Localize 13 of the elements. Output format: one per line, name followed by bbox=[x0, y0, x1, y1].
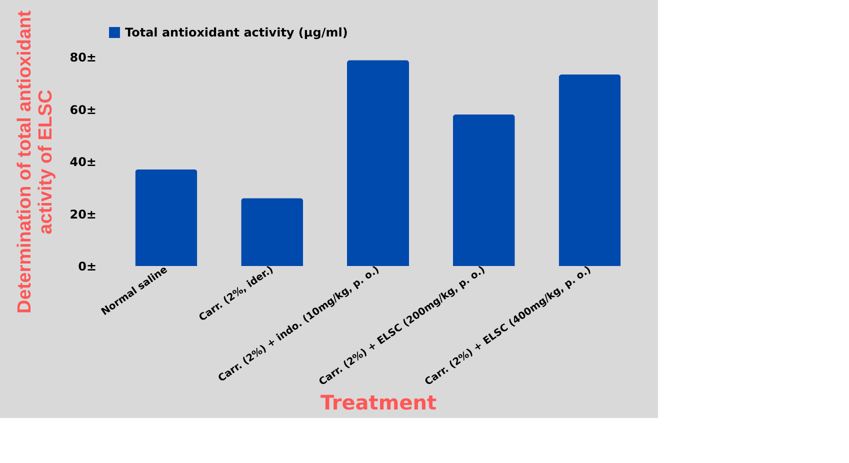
bar bbox=[558, 74, 621, 266]
bar bbox=[241, 198, 304, 266]
y-tick-label: 0± bbox=[78, 260, 96, 274]
y-axis-title: Determination of total antioxidant activity of ELSC bbox=[14, 10, 57, 314]
y-tick-label: 40± bbox=[70, 155, 96, 169]
legend-label: Total antioxidant activity (µg/ml) bbox=[125, 26, 348, 40]
bar bbox=[135, 169, 198, 266]
y-tick-label: 20± bbox=[70, 207, 96, 222]
bar bbox=[347, 60, 409, 266]
y-tick-label: 80± bbox=[70, 50, 96, 64]
y-tick-label: 60± bbox=[70, 102, 96, 117]
x-axis-title: Treatment bbox=[320, 390, 437, 414]
bar bbox=[452, 114, 515, 266]
